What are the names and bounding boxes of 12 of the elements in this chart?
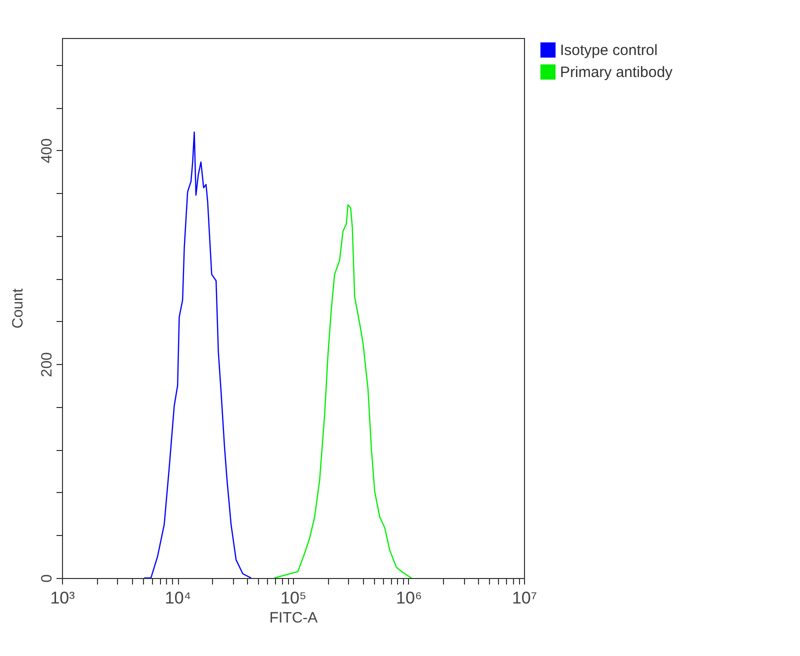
legend-label: Isotype control: [560, 42, 658, 59]
y-tick-label: 0: [38, 574, 56, 583]
x-tick-label: 10³: [50, 588, 76, 608]
x-tick-label: 10⁴: [164, 588, 192, 608]
x-tick-label: 10⁵: [280, 588, 306, 608]
x-axis-title: FITC-A: [269, 610, 318, 626]
y-axis-title: Count: [10, 288, 26, 329]
y-tick-label: 400: [38, 138, 56, 164]
legend-label: Primary antibody: [560, 64, 674, 81]
y-tick-label: 200: [38, 352, 56, 378]
x-tick-label: 10⁶: [396, 588, 422, 608]
x-tick-label: 10⁷: [512, 588, 538, 608]
